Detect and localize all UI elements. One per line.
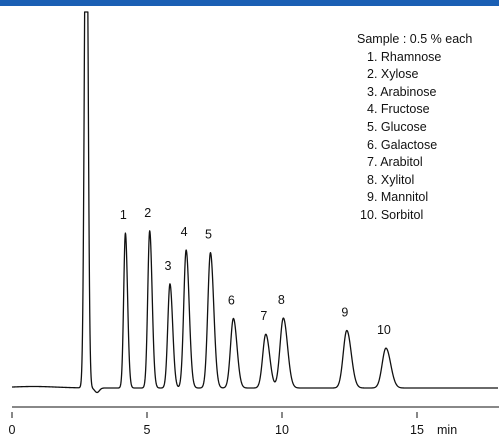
peak-label: 10: [377, 323, 391, 337]
sample-legend: Sample : 0.5 % each 1. Rhamnose 2. Xylos…: [357, 31, 472, 225]
legend-item: 3. Arabinose: [367, 84, 437, 99]
peak-label: 1: [120, 208, 127, 222]
peak-label: 7: [260, 309, 267, 323]
x-axis-ticks: 0 5 10 15: [9, 412, 424, 437]
peak-label: 2: [144, 206, 151, 220]
header-bar: [0, 0, 499, 6]
peak-label: 9: [341, 305, 348, 319]
peak-label: 8: [278, 293, 285, 307]
x-tick-label: 0: [9, 423, 16, 437]
x-tick-label: 5: [144, 423, 151, 437]
legend-item: 8. Xylitol: [367, 172, 415, 187]
legend-item: 5. Glucose: [367, 119, 427, 134]
chromatogram-trace: [11, 11, 499, 394]
legend-item: 4. Fructose: [367, 102, 430, 117]
x-tick-label: 15: [410, 423, 424, 437]
x-tick-label: 10: [275, 423, 289, 437]
peak-label: 5: [205, 228, 212, 242]
peak-label: 6: [228, 293, 235, 307]
legend-title: Sample : 0.5 % each: [357, 32, 473, 46]
legend-item: 2. Xylose: [367, 67, 419, 82]
x-axis-label: min: [437, 423, 457, 437]
legend-item: 9. Mannitol: [367, 190, 429, 205]
legend-item: 1. Rhamnose: [367, 49, 442, 64]
peak-label: 3: [164, 259, 171, 273]
peak-labels: 1 2 3 4 5 6 78 9 10: [120, 206, 391, 337]
legend-item: 7. Arabitol: [367, 155, 423, 170]
legend-item: 6. Galactose: [367, 137, 438, 152]
legend-item: 10. Sorbitol: [360, 207, 424, 222]
peak-label: 4: [181, 225, 188, 239]
